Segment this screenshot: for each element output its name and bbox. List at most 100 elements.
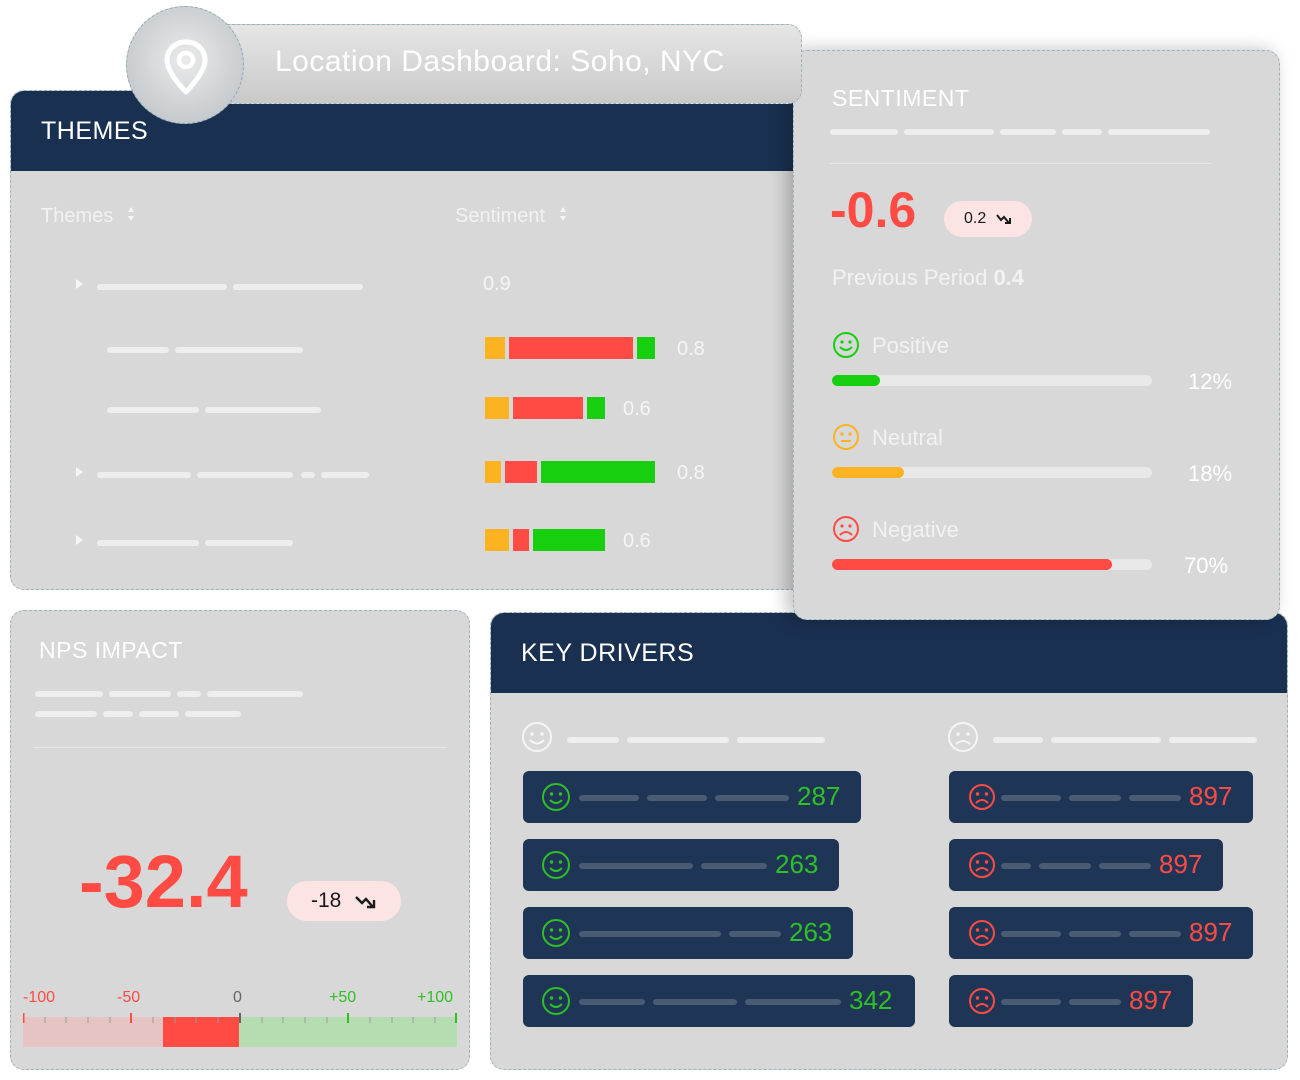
driver-count: 287 (797, 781, 841, 811)
divider (830, 163, 1212, 164)
theme-name-placeholder (97, 540, 199, 546)
driver-name-placeholder (729, 931, 781, 937)
theme-name-placeholder (321, 472, 369, 478)
nps-score: -32.4 (79, 840, 248, 923)
dashboard-title: Location Dashboard: Soho, NYC (275, 45, 725, 78)
theme-bar-neutral (485, 397, 509, 419)
smiley-icon (522, 722, 552, 752)
subtitle-placeholder (109, 691, 171, 697)
smiley-icon (833, 332, 859, 358)
driver-name-placeholder (1001, 863, 1031, 869)
positive-driver-item[interactable]: 287 (523, 771, 861, 823)
driver-name-placeholder (647, 795, 707, 801)
driver-name-placeholder (579, 863, 693, 869)
scale-label: +100 (417, 989, 454, 1006)
sentiment-change-value: 0.2 (964, 210, 987, 227)
previous-period-label: Previous Period (832, 265, 988, 290)
themes-column-label: Themes (41, 205, 114, 227)
negative-driver-item[interactable]: 897 (949, 975, 1193, 1027)
driver-name-placeholder (1069, 931, 1121, 937)
driver-name-placeholder (579, 795, 639, 801)
key-drivers-header (491, 613, 1287, 693)
positive-driver-item[interactable]: 342 (523, 975, 915, 1027)
subtitle-placeholder (35, 691, 103, 697)
column-label-placeholder (993, 737, 1043, 743)
theme-name-placeholder (301, 472, 315, 478)
previous-period: Previous Period 0.4 (832, 265, 1024, 291)
nps-change-value: -18 (311, 889, 342, 912)
expand-arrow-icon[interactable] (76, 535, 83, 545)
driver-name-placeholder (1129, 931, 1181, 937)
negative-driver-item[interactable]: 897 (949, 907, 1253, 959)
driver-name-placeholder (1001, 931, 1061, 937)
expand-arrow-icon[interactable] (76, 279, 83, 289)
divider (33, 747, 447, 748)
theme-bar-negative (505, 461, 537, 483)
nps-impact-range (163, 1017, 239, 1047)
sad-face-icon (948, 722, 978, 752)
smiley-icon (542, 919, 570, 947)
neutral-label: Neutral (872, 425, 943, 450)
theme-bar-negative (513, 397, 583, 419)
driver-count: 897 (1189, 917, 1233, 947)
column-label-placeholder (1051, 737, 1161, 743)
sort-icon (127, 205, 135, 228)
nps-change-badge: -18 (287, 881, 401, 921)
subtitle-placeholder (35, 711, 97, 717)
sentiment-column-header[interactable]: Sentiment (455, 205, 567, 228)
driver-name-placeholder (1099, 863, 1151, 869)
theme-name-placeholder (107, 347, 169, 353)
driver-count: 897 (1189, 781, 1233, 811)
driver-count: 263 (775, 849, 819, 879)
subtitle-placeholder (103, 711, 133, 717)
sort-icon (559, 205, 567, 228)
map-pin-icon (164, 39, 208, 95)
negative-driver-item[interactable]: 897 (949, 839, 1223, 891)
theme-bar-positive (587, 397, 605, 419)
scale-label: 0 (233, 989, 242, 1006)
negative-driver-item[interactable]: 897 (949, 771, 1253, 823)
negative-label: Negative (872, 517, 959, 542)
themes-column-header[interactable]: Themes (41, 205, 135, 228)
location-banner: Location Dashboard: Soho, NYC (208, 24, 802, 104)
driver-count: 342 (849, 985, 893, 1015)
subtitle-placeholder (207, 691, 303, 697)
driver-count: 897 (1159, 849, 1203, 879)
theme-name-placeholder (175, 347, 303, 353)
column-label-placeholder (1169, 737, 1257, 743)
themes-card: THEMES Themes Sentiment 0.9 0.8 0.6 0.8 (10, 90, 810, 590)
sentiment-column-label: Sentiment (455, 205, 546, 227)
scale-ticks (23, 1013, 457, 1023)
driver-name-placeholder (653, 999, 737, 1005)
driver-name-placeholder (579, 999, 645, 1005)
subtitle-placeholder (1000, 129, 1056, 135)
expand-arrow-icon[interactable] (76, 467, 83, 477)
column-label-placeholder (737, 737, 825, 743)
positive-track (832, 375, 1152, 386)
theme-name-placeholder (205, 407, 321, 413)
trend-down-icon (996, 214, 1011, 224)
smiley-icon (542, 851, 570, 879)
driver-name-placeholder (701, 863, 767, 869)
smiley-icon (542, 783, 570, 811)
theme-name-placeholder (197, 472, 293, 478)
theme-score: 0.6 (623, 398, 651, 420)
positive-fill (832, 375, 880, 386)
subtitle-placeholder (185, 711, 241, 717)
positive-label: Positive (872, 333, 950, 358)
theme-bar-positive (533, 529, 605, 551)
driver-name-placeholder (1069, 999, 1121, 1005)
scale-label: -50 (117, 989, 141, 1006)
driver-count: 897 (1129, 985, 1173, 1015)
column-label-placeholder (627, 737, 729, 743)
sentiment-title: SENTIMENT (832, 85, 970, 111)
theme-name-placeholder (205, 540, 293, 546)
neutral-track (832, 467, 1152, 478)
scale-label: +50 (329, 989, 357, 1006)
theme-name-placeholder (97, 472, 191, 478)
theme-bar-neutral (485, 529, 509, 551)
key-drivers-title: KEY DRIVERS (521, 639, 695, 667)
positive-driver-item[interactable]: 263 (523, 839, 839, 891)
smiley-icon (542, 987, 570, 1015)
positive-driver-item[interactable]: 263 (523, 907, 853, 959)
